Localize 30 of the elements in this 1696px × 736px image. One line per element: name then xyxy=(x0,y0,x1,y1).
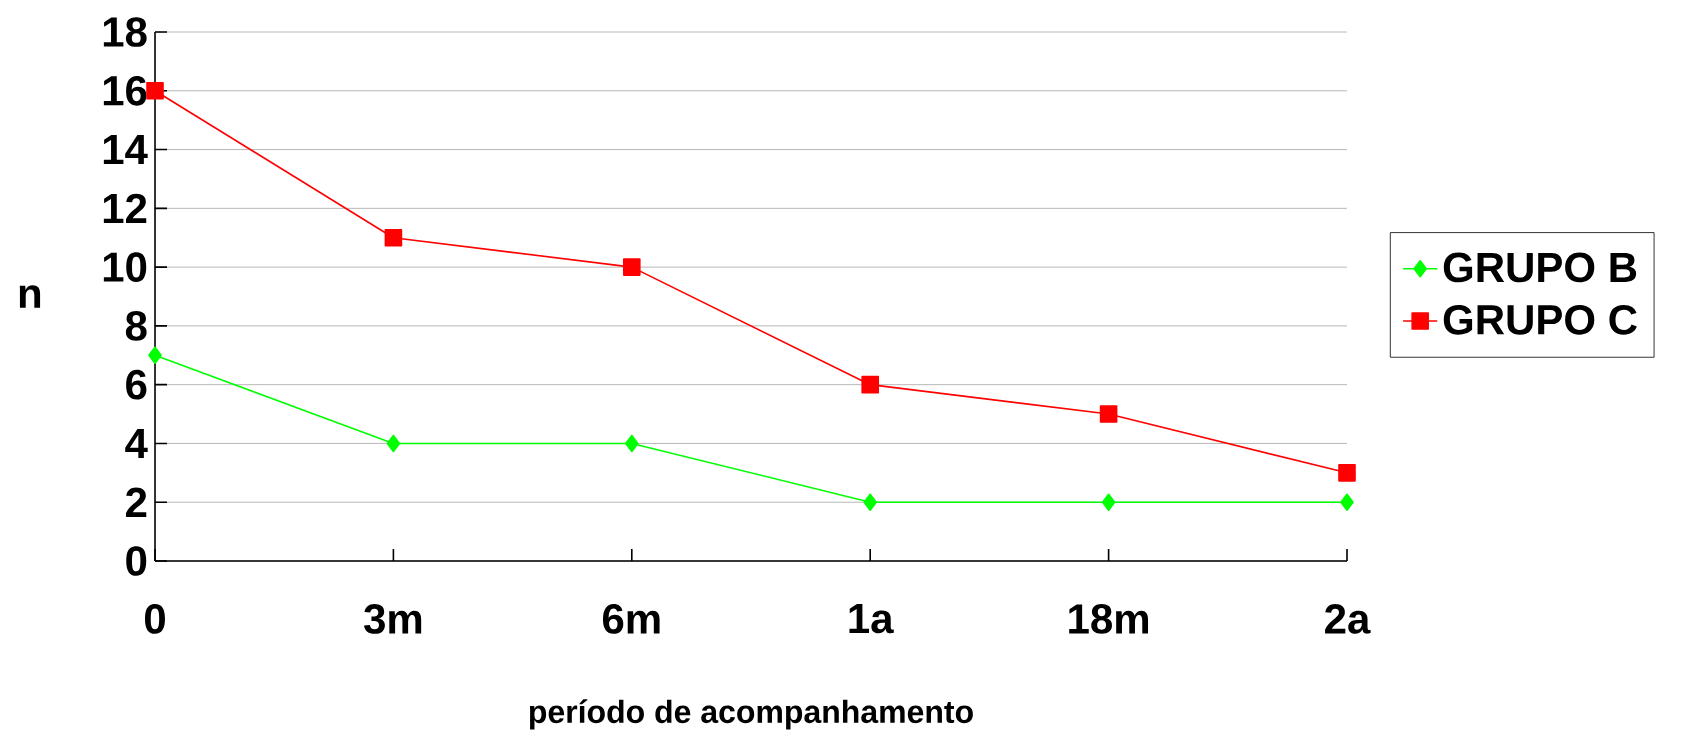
y-tick-label: 12 xyxy=(103,193,147,223)
y-tick-label: 2 xyxy=(126,487,147,517)
y-tick-label: 4 xyxy=(125,428,148,458)
point xyxy=(1340,493,1354,511)
point xyxy=(1101,493,1116,511)
y-tick-label: 6 xyxy=(126,369,147,400)
x-tick-label: 6m xyxy=(602,604,660,634)
y-tick-label: 14 xyxy=(103,135,148,164)
point xyxy=(623,258,641,276)
point xyxy=(148,346,162,365)
legend-label: GRUPO B xyxy=(1443,252,1637,283)
point xyxy=(1338,463,1356,482)
x-tick-label: 2a xyxy=(1325,604,1371,634)
legend-label: GRUPO C xyxy=(1443,304,1637,335)
y-tick-label: 8 xyxy=(125,310,147,341)
point xyxy=(146,81,164,100)
y-axis-title: n xyxy=(19,285,41,308)
point xyxy=(861,375,879,394)
point xyxy=(386,434,401,453)
x-tick-label: 3m xyxy=(364,604,422,634)
point xyxy=(863,493,877,511)
point xyxy=(384,228,403,247)
y-tick-label: 18 xyxy=(103,17,147,47)
point xyxy=(1099,405,1118,423)
y-tick-label: 0 xyxy=(126,546,147,576)
x-tick-label: 18m xyxy=(1069,604,1149,634)
x-tick-label: 1a xyxy=(849,604,894,634)
x-axis-title: período de acompanhamento xyxy=(529,699,973,730)
y-tick-label: 10 xyxy=(103,252,147,282)
point xyxy=(625,434,639,453)
